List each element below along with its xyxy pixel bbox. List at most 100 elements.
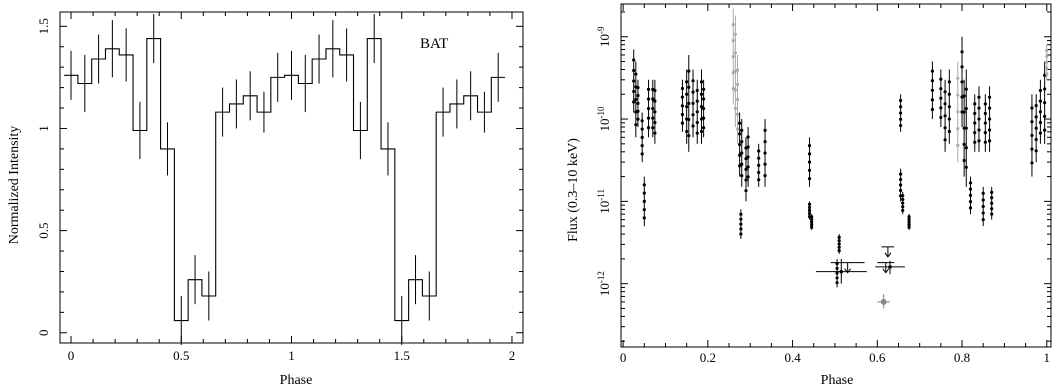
flux-point	[956, 126, 960, 131]
flux-point	[640, 119, 644, 123]
flux-point	[1043, 101, 1047, 105]
flux-point	[1030, 106, 1034, 110]
y-tick-label: 0	[36, 330, 51, 337]
y-tick-label: 1	[36, 125, 51, 132]
flux-point	[1034, 137, 1038, 142]
flux-point	[983, 111, 987, 116]
flux-point	[651, 106, 655, 111]
flux-point	[739, 212, 743, 216]
flux-point	[685, 129, 689, 134]
flux-point	[691, 79, 695, 83]
bat-annotation: BAT	[420, 36, 448, 52]
flux-point	[1045, 60, 1049, 64]
flux-point	[735, 127, 740, 131]
flux-point	[702, 87, 706, 91]
flux-point	[744, 167, 748, 171]
flux-point	[744, 157, 748, 161]
flux-point	[746, 155, 750, 159]
flux-point	[685, 105, 689, 109]
flux-point	[1034, 115, 1038, 119]
flux-point	[1034, 149, 1038, 153]
flux-point	[695, 120, 699, 125]
flux-point	[685, 80, 689, 84]
flux-point	[691, 124, 695, 128]
flux-point	[987, 128, 992, 132]
flux-point	[947, 105, 951, 109]
flux-point	[1030, 120, 1034, 124]
flux-point	[807, 205, 812, 210]
flux-point	[735, 68, 740, 72]
flux-point	[763, 173, 767, 178]
flux-point	[746, 135, 750, 139]
flux-point	[642, 199, 646, 203]
flux-point	[981, 204, 985, 209]
flux-point	[956, 110, 960, 114]
flux-point	[695, 88, 699, 93]
flux-point	[907, 215, 911, 219]
flux-point	[968, 193, 973, 197]
flux-point	[731, 22, 735, 27]
flux-point	[964, 146, 968, 150]
flux-point	[744, 178, 748, 182]
flux-point	[835, 276, 839, 280]
flux-point	[1045, 72, 1049, 76]
flux-point	[1043, 87, 1047, 91]
right-plot-data	[632, 8, 1049, 309]
flux-point	[653, 88, 657, 93]
flux-point	[973, 131, 977, 135]
x-tick-label: 0.6	[869, 350, 886, 365]
flux-point	[636, 86, 640, 90]
flux-point	[702, 97, 706, 101]
flux-point	[888, 265, 892, 269]
flux-point	[763, 140, 767, 144]
x-tick-label: 0.2	[700, 350, 716, 365]
flux-point	[1038, 110, 1043, 114]
upper-limit-arrow-head	[844, 268, 852, 274]
flux-point	[653, 131, 657, 135]
flux-point	[837, 245, 841, 249]
flux-point	[977, 139, 981, 143]
flux-point	[640, 135, 644, 139]
flux-point	[733, 32, 737, 36]
flux-point	[901, 205, 905, 209]
flux-point	[968, 200, 973, 204]
flux-point	[899, 117, 903, 121]
flux-point	[731, 38, 735, 43]
flux-point	[807, 208, 812, 213]
y-tick-label: 10-12	[596, 271, 612, 296]
flux-point	[968, 187, 973, 191]
flux-point	[735, 97, 740, 102]
flux-point	[642, 183, 646, 187]
flux-point	[962, 110, 966, 114]
flux-point	[930, 88, 934, 92]
flux-point	[807, 152, 812, 156]
flux-point	[901, 197, 905, 201]
flux-point	[899, 123, 903, 128]
flux-point	[685, 92, 689, 96]
flux-point	[987, 106, 992, 110]
flux-point	[930, 69, 934, 73]
flux-point	[634, 97, 638, 102]
flux-point	[990, 196, 994, 200]
flux-point	[983, 102, 987, 106]
flux-point	[739, 222, 743, 226]
flux-point	[973, 140, 977, 144]
flux-point	[699, 80, 704, 84]
flux-point	[739, 217, 743, 221]
flux-point	[740, 128, 744, 132]
flux-point	[907, 223, 911, 227]
flux-point	[695, 110, 699, 114]
right-y-axis-title: Flux (0.3–10 keV)	[566, 138, 581, 242]
flux-point	[943, 90, 947, 94]
flux-point	[835, 281, 839, 285]
flux-point	[699, 92, 704, 96]
flux-point	[943, 102, 947, 106]
flux-point	[968, 206, 973, 210]
flux-point	[981, 198, 985, 202]
flux-point	[939, 77, 943, 81]
flux-point	[899, 183, 903, 187]
flux-point	[699, 129, 704, 134]
flux-point	[837, 239, 841, 243]
flux-point	[634, 72, 638, 76]
